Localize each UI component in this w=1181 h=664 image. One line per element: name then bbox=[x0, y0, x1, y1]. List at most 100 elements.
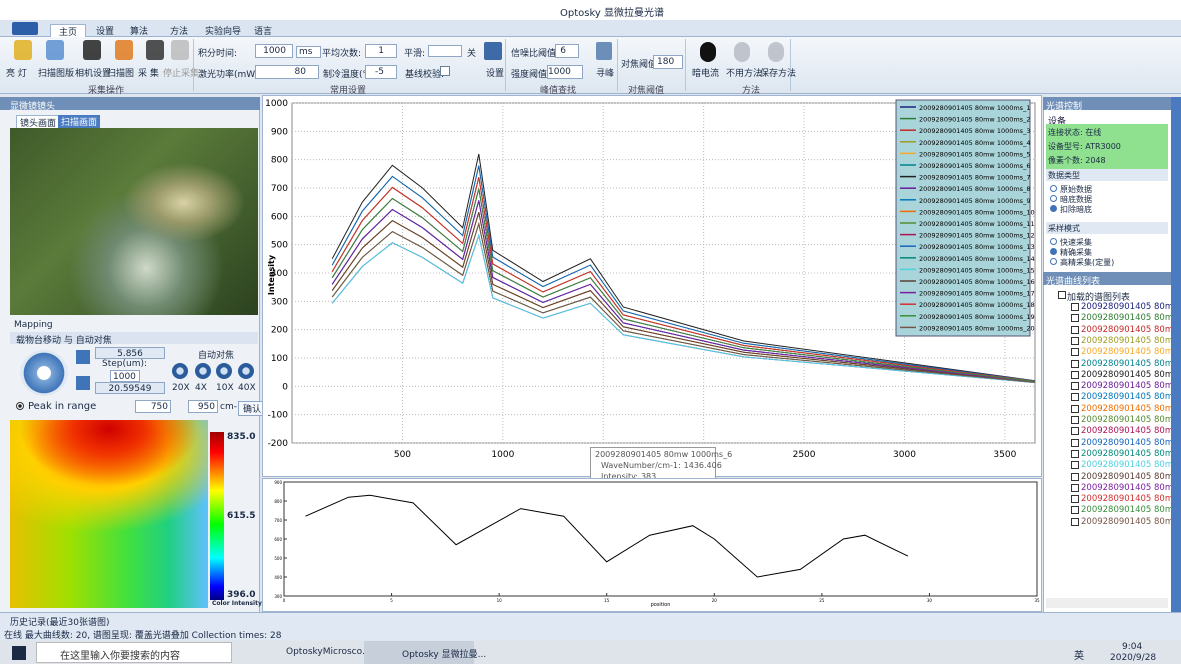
group-separator bbox=[505, 39, 506, 91]
radio[interactable] bbox=[1050, 258, 1057, 265]
radio-label[interactable]: 原始数据 bbox=[1060, 185, 1092, 194]
tree-check[interactable] bbox=[1071, 336, 1079, 345]
tree-item[interactable]: 2009280901405 80mw 1 bbox=[1081, 415, 1181, 425]
spectrum-line bbox=[331, 165, 1036, 382]
objective-icon[interactable] bbox=[238, 363, 254, 379]
tree-check[interactable] bbox=[1071, 438, 1079, 447]
radio[interactable] bbox=[1050, 195, 1057, 202]
tree-item[interactable]: 2009280901405 80mw 1 bbox=[1081, 335, 1181, 346]
direction-pad[interactable] bbox=[20, 350, 68, 396]
tree-item[interactable]: 2009280901405 80mw 1 bbox=[1081, 482, 1181, 493]
baseline-check[interactable] bbox=[440, 66, 450, 76]
label: 对焦阈值: bbox=[621, 60, 661, 70]
objective-button[interactable]: 20X bbox=[172, 383, 190, 393]
ribbon-button[interactable]: 采 集 bbox=[138, 69, 159, 79]
tree-item[interactable]: 2009280901405 80mw 1 bbox=[1081, 494, 1181, 505]
search-box[interactable] bbox=[36, 642, 232, 663]
radio-label[interactable]: 精确采集 bbox=[1060, 248, 1092, 257]
ime-indicator[interactable]: 英 bbox=[1074, 651, 1084, 662]
tree-item[interactable]: 2009280901405 80mw 1 bbox=[1081, 358, 1181, 369]
tree-item[interactable]: 2009280901405 80mw 1 bbox=[1081, 437, 1181, 448]
window-button[interactable] bbox=[1139, 2, 1159, 18]
tree-check[interactable] bbox=[1071, 506, 1079, 515]
tree-item[interactable]: 2009280901405 80mw 1 bbox=[1081, 324, 1181, 335]
tree-item[interactable]: 2009280901405 80mw 1 bbox=[1081, 403, 1181, 414]
tree-check[interactable] bbox=[1071, 461, 1079, 470]
ribbon-button[interactable]: 不用方法 bbox=[726, 69, 763, 79]
objective-icon[interactable] bbox=[172, 363, 188, 379]
objective-icon[interactable] bbox=[216, 363, 232, 379]
ribbon-button[interactable]: 扫描图版 bbox=[38, 69, 75, 79]
radio[interactable] bbox=[1050, 185, 1057, 192]
tree-check[interactable] bbox=[1071, 314, 1079, 323]
objective-button[interactable]: 10X bbox=[216, 383, 234, 393]
tree-check[interactable] bbox=[1071, 348, 1079, 357]
ribbon-button[interactable]: 扫描图 bbox=[107, 69, 135, 79]
y-down-btn[interactable] bbox=[76, 376, 90, 390]
tree-check[interactable] bbox=[1071, 325, 1079, 334]
tree-check[interactable] bbox=[1071, 495, 1079, 504]
ribbon-tab[interactable]: 算法 bbox=[130, 27, 149, 37]
radio-label[interactable]: 快速采集 bbox=[1060, 238, 1092, 247]
radio-label[interactable]: 高精采集(定量) bbox=[1060, 258, 1115, 267]
ribbon-tab[interactable]: 语言 bbox=[254, 27, 273, 37]
tree-check[interactable] bbox=[1071, 427, 1079, 436]
tree-item[interactable]: 2009280901405 80mw 1 bbox=[1081, 516, 1181, 527]
ribbon-button[interactable]: 设置 bbox=[486, 69, 505, 79]
tree-item[interactable]: 2009280901405 80mw 1 bbox=[1081, 448, 1181, 459]
tree-item[interactable]: 2009280901405 80mw 1 bbox=[1081, 471, 1181, 482]
ribbon-tab[interactable]: 主页 bbox=[50, 24, 87, 38]
peak-radio[interactable] bbox=[16, 402, 24, 410]
tree-item[interactable]: 2009280901405 80mw 1 bbox=[1081, 505, 1181, 516]
tree-item[interactable]: 2009280901405 80mw 1 bbox=[1081, 392, 1181, 403]
tree-check[interactable] bbox=[1071, 404, 1079, 413]
tree-check[interactable] bbox=[1071, 472, 1079, 481]
tree-item[interactable]: 2009280901405 80mw 1 bbox=[1081, 426, 1181, 437]
radio[interactable] bbox=[1050, 205, 1057, 212]
tree-item[interactable]: 2009280901405 80mw 1 bbox=[1081, 302, 1181, 312]
tree-check[interactable] bbox=[1071, 370, 1079, 379]
tree-check[interactable] bbox=[1071, 449, 1079, 458]
ribbon-button[interactable]: 保存方法 bbox=[760, 69, 797, 79]
taskbar-app[interactable]: Optosky 显微拉曼... bbox=[402, 650, 487, 660]
ribbon-button[interactable]: 寻峰 bbox=[596, 69, 615, 79]
ribbon-button[interactable]: 暗电流 bbox=[692, 69, 720, 79]
tree-check[interactable] bbox=[1071, 483, 1079, 492]
radio-label[interactable]: 扣除暗底 bbox=[1060, 205, 1092, 214]
side-strip bbox=[1171, 97, 1181, 612]
ribbon-tab[interactable]: 方法 bbox=[170, 27, 189, 37]
x-tick-label: 500 bbox=[394, 450, 411, 460]
window-button[interactable] bbox=[1112, 2, 1132, 18]
tree-item[interactable]: 2009280901405 80mw 1 bbox=[1081, 313, 1181, 324]
tree-check[interactable] bbox=[1071, 303, 1079, 311]
objective-button[interactable]: 40X bbox=[238, 383, 256, 393]
tree-check[interactable] bbox=[1071, 517, 1079, 526]
ribbon-tab[interactable]: 设置 bbox=[96, 27, 115, 37]
tab-bar bbox=[0, 20, 1181, 37]
radio[interactable] bbox=[1050, 238, 1057, 245]
tree-root-check[interactable] bbox=[1058, 291, 1066, 299]
tree-check[interactable] bbox=[1071, 416, 1079, 424]
tree-item[interactable]: 2009280901405 80mw 1 bbox=[1081, 381, 1181, 392]
tree-item[interactable]: 2009280901405 80mw 1 bbox=[1081, 369, 1181, 380]
tree-check[interactable] bbox=[1071, 359, 1079, 368]
radio-label[interactable]: 暗底数据 bbox=[1060, 195, 1092, 204]
start-button[interactable] bbox=[12, 646, 26, 660]
ribbon-button[interactable]: 亮 灯 bbox=[6, 69, 27, 79]
tree-check[interactable] bbox=[1071, 393, 1079, 402]
tree-item[interactable]: 2009280901405 80mw 1 bbox=[1081, 347, 1181, 358]
ribbon-button[interactable]: 相机设置 bbox=[75, 69, 112, 79]
ribbon-tab[interactable]: 实验向导 bbox=[205, 27, 242, 37]
tree-item[interactable]: 2009280901405 80mw 1 bbox=[1081, 460, 1181, 471]
taskbar-app[interactable]: OptoskyMicrosco... bbox=[286, 647, 371, 657]
ribbon-button[interactable]: 停止采集 bbox=[163, 69, 200, 79]
window-button[interactable] bbox=[1166, 2, 1181, 18]
objective-icon[interactable] bbox=[195, 363, 211, 379]
panel-tab[interactable]: 扫描画面 bbox=[58, 115, 101, 128]
tree-check[interactable] bbox=[1071, 382, 1079, 391]
y-up-btn[interactable] bbox=[76, 350, 90, 364]
file-menu[interactable] bbox=[12, 22, 38, 35]
range-from-box: 750 bbox=[135, 400, 171, 413]
objective-button[interactable]: 4X bbox=[195, 383, 207, 393]
radio[interactable] bbox=[1050, 248, 1057, 255]
